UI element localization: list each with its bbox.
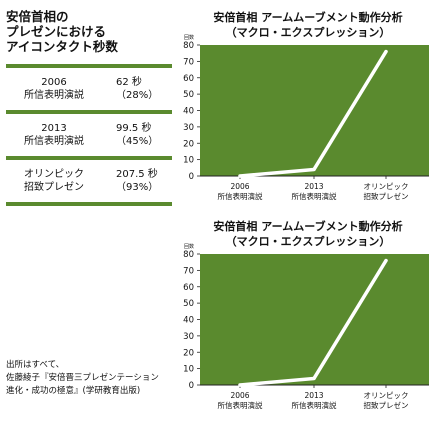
y-tick-label: 60 xyxy=(183,283,194,293)
event-name: 所信表明演説 xyxy=(24,90,84,101)
arm-movement-chart-2: 安倍首相 アームムーブメント動作分析 （マクロ・エクスプレッション） 回数 0 10… xyxy=(180,219,436,419)
source-note: 出所はすべて、 佐藤綾子『安倍晋三プレゼンテーション 進化・成功の極意』(学研教… xyxy=(6,359,196,398)
event-cell: 2006 所信表明演説 xyxy=(6,76,102,102)
x-category-label: 所信表明演説 xyxy=(292,191,337,201)
table-row: オリンピック 招致プレゼン 207.5 秒 （93%） xyxy=(6,160,172,202)
table-rule xyxy=(6,202,172,206)
x-category-label: 2006 xyxy=(230,182,249,191)
data-point xyxy=(384,49,388,54)
percent-value: （93%） xyxy=(116,182,159,193)
table-title-line: アイコンタクト秒数 xyxy=(6,39,118,54)
x-category-label: 所信表明演説 xyxy=(292,400,337,410)
y-tick-label: 30 xyxy=(183,332,194,342)
event-year: 2006 xyxy=(41,77,67,88)
x-category-label: オリンピック xyxy=(364,182,409,191)
event-year: 2013 xyxy=(41,123,67,134)
seconds-value: 207.5 秒 xyxy=(116,169,158,180)
y-tick-label: 20 xyxy=(183,139,194,149)
value-cell: 62 秒 （28%） xyxy=(102,76,172,102)
y-tick-label: 50 xyxy=(183,90,194,100)
source-line: 進化・成功の極意』(学研教育出版) xyxy=(6,386,141,396)
y-tick-label: 60 xyxy=(183,74,194,84)
y-tick-label: 80 xyxy=(183,41,194,51)
value-cell: 99.5 秒 （45%） xyxy=(102,122,172,148)
table-row: 2006 所信表明演説 62 秒 （28%） xyxy=(6,68,172,110)
y-tick-label: 10 xyxy=(183,365,194,375)
unit-label: 回数 xyxy=(184,34,194,41)
y-tick-label: 10 xyxy=(183,156,194,166)
data-point xyxy=(312,376,316,381)
event-cell: 2013 所信表明演説 xyxy=(6,122,102,148)
y-tick-label: 30 xyxy=(183,123,194,133)
x-category-label: 所信表明演説 xyxy=(218,400,263,410)
y-tick-label: 50 xyxy=(183,299,194,309)
chart-title: 安倍首相 アームムーブメント動作分析 （マクロ・エクスプレッション） xyxy=(180,219,436,249)
x-category-label: 所信表明演説 xyxy=(218,191,263,201)
chart-title-line: （マクロ・エクスプレッション） xyxy=(225,26,391,39)
x-category-label: 2013 xyxy=(304,391,323,400)
unit-label: 回数 xyxy=(184,243,194,250)
table-row: 2013 所信表明演説 99.5 秒 （45%） xyxy=(6,114,172,156)
y-tick-label: 40 xyxy=(183,107,194,117)
x-category-label: オリンピック xyxy=(364,391,409,400)
data-point xyxy=(312,167,316,172)
table-rule xyxy=(6,64,172,68)
chart-title-line: 安倍首相 アームムーブメント動作分析 xyxy=(213,220,403,233)
plot-area xyxy=(200,254,429,385)
x-category-label: 2013 xyxy=(304,182,323,191)
event-cell: オリンピック 招致プレゼン xyxy=(6,168,102,194)
chart-title-line: （マクロ・エクスプレッション） xyxy=(225,235,391,248)
x-category-label: 2006 xyxy=(230,391,249,400)
source-line: 出所はすべて、 xyxy=(6,360,65,370)
table-rule xyxy=(6,156,172,160)
chart-plot: 回数010203040506070802006所信表明演説2013所信表明演説オ… xyxy=(183,243,429,410)
seconds-value: 99.5 秒 xyxy=(116,123,152,134)
value-cell: 207.5 秒 （93%） xyxy=(102,168,172,194)
x-category-label: 招致プレゼン xyxy=(364,191,409,201)
chart-title-line: 安倍首相 アームムーブメント動作分析 xyxy=(213,11,403,24)
y-tick-label: 20 xyxy=(183,348,194,358)
plot-area xyxy=(200,45,429,176)
eye-contact-table: 2006 所信表明演説 62 秒 （28%） 2013 所信表明演説 99.5 … xyxy=(6,64,172,206)
table-title-line: 安倍首相の xyxy=(6,9,69,24)
arm-movement-chart-1: 安倍首相 アームムーブメント動作分析 （マクロ・エクスプレッション） 回数 0 10… xyxy=(180,10,436,210)
event-name: 招致プレゼン xyxy=(24,182,84,193)
eye-contact-table-title: 安倍首相の プレゼンにおける アイコンタクト秒数 xyxy=(6,9,176,54)
source-line: 佐藤綾子『安倍晋三プレゼンテーション xyxy=(6,373,159,383)
event-name: オリンピック xyxy=(24,169,84,180)
event-name: 所信表明演説 xyxy=(24,136,84,147)
y-tick-label: 40 xyxy=(183,316,194,326)
x-category-label: 招致プレゼン xyxy=(364,400,409,410)
data-point xyxy=(384,258,388,263)
y-tick-label: 80 xyxy=(183,250,194,260)
data-point xyxy=(238,383,242,387)
y-tick-label: 70 xyxy=(183,57,194,67)
seconds-value: 62 秒 xyxy=(116,77,142,88)
table-title-line: プレゼンにおける xyxy=(6,24,107,39)
percent-value: （45%） xyxy=(116,136,159,147)
y-tick-label: 0 xyxy=(189,381,194,391)
percent-value: （28%） xyxy=(116,90,159,101)
data-point xyxy=(238,174,242,178)
y-tick-label: 0 xyxy=(189,172,194,182)
chart-plot: 回数010203040506070802006所信表明演説2013所信表明演説オ… xyxy=(183,34,429,201)
y-tick-label: 70 xyxy=(183,266,194,276)
chart-title: 安倍首相 アームムーブメント動作分析 （マクロ・エクスプレッション） xyxy=(180,10,436,40)
table-rule xyxy=(6,110,172,114)
